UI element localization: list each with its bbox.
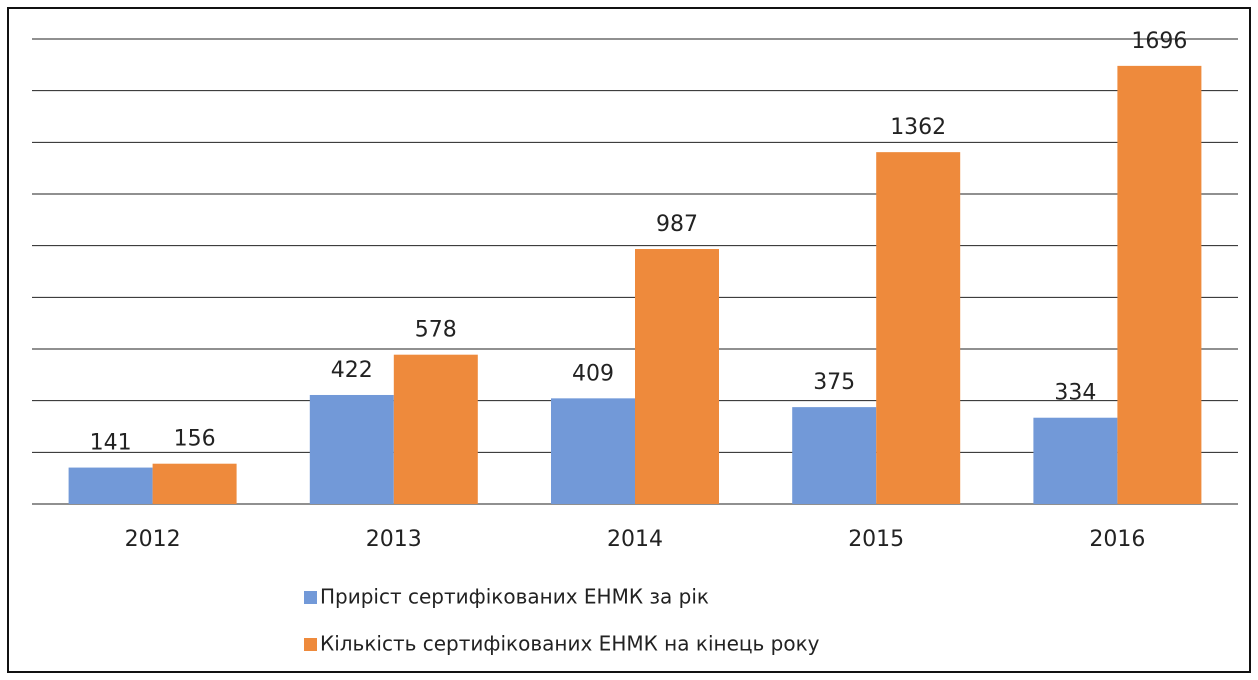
x-tick-label: 2014 xyxy=(607,527,663,552)
bar xyxy=(551,398,635,504)
data-label: 156 xyxy=(174,427,216,452)
data-label: 1696 xyxy=(1131,29,1187,54)
bar xyxy=(68,467,153,504)
x-tick-label: 2012 xyxy=(125,527,181,552)
bar xyxy=(309,394,394,504)
x-tick-label: 2013 xyxy=(366,527,422,552)
x-tick-label: 2015 xyxy=(848,527,904,552)
data-label: 409 xyxy=(572,361,614,386)
bar xyxy=(393,354,478,504)
legend-label: Кількість сертифікованих ЕНМК на кінець … xyxy=(320,632,820,656)
legend-label: Приріст сертифікованих ЕНМК за рік xyxy=(320,585,709,609)
chart-border xyxy=(7,7,1251,673)
bar xyxy=(1033,417,1118,504)
bar xyxy=(635,249,719,504)
data-label: 987 xyxy=(656,212,698,237)
legend-swatch xyxy=(304,638,317,651)
bar xyxy=(876,152,961,504)
bar xyxy=(1117,65,1202,504)
x-tick-label: 2016 xyxy=(1089,527,1145,552)
bar xyxy=(792,407,877,504)
data-label: 1362 xyxy=(890,115,946,140)
data-label: 334 xyxy=(1054,381,1096,406)
data-label: 578 xyxy=(415,318,457,343)
data-label: 375 xyxy=(813,370,855,395)
data-label: 141 xyxy=(90,431,132,456)
data-label: 422 xyxy=(331,358,373,383)
legend-swatch xyxy=(304,591,317,604)
bar xyxy=(152,463,237,504)
